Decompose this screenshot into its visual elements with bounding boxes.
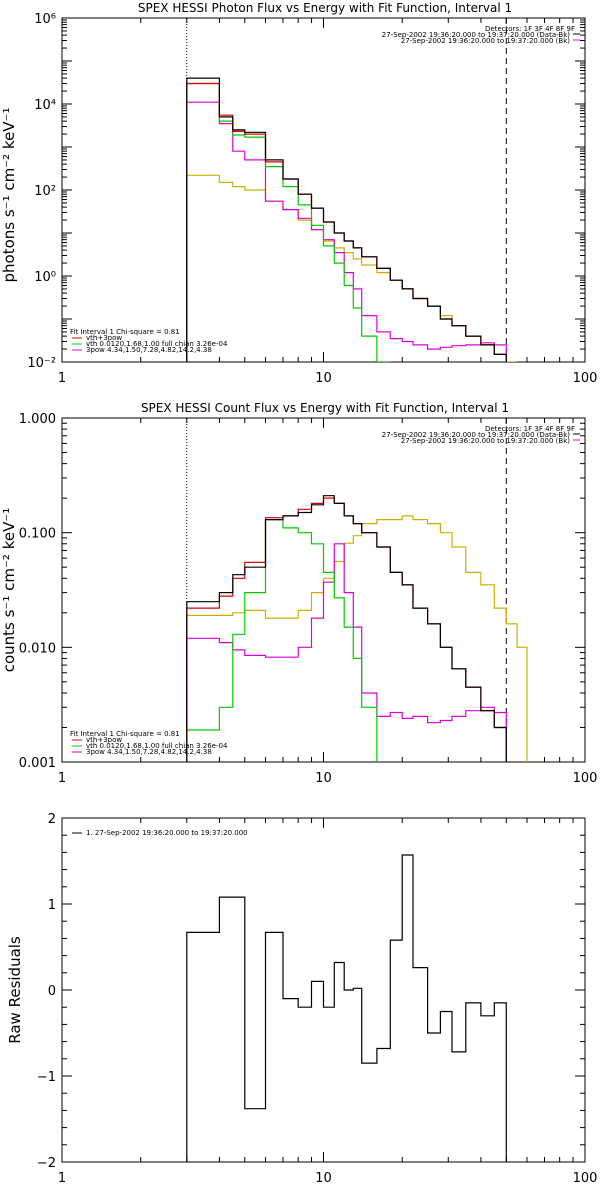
series-3pow: [186, 101, 507, 362]
legend-vth: vth 0.0120,1.68,1.00 full chian 3.26e-04: [86, 340, 228, 348]
x-tick-label: 10: [315, 771, 332, 786]
series-bk: [186, 515, 528, 762]
legend-data-bk: 27-Sep-2002 19:36:20.000 to 19:37:20.000…: [382, 431, 571, 439]
y-tick-label: −2: [37, 1156, 56, 1171]
y-tick-label: 2: [48, 812, 56, 827]
legend-3pow: 3pow 4.34,1.50,7.28,4.82,14.2,4.38: [86, 748, 212, 756]
series-vth-3pow: [186, 82, 507, 362]
y-tick-label: 0.010: [19, 641, 56, 656]
legend-residual-interval: 1. 27-Sep-2002 19:36:20.000 to 19:37:20.…: [86, 829, 248, 837]
y-tick-label: 0: [48, 984, 56, 999]
x-tick-label: 10: [315, 1171, 332, 1186]
legend-fit-info: Fit Interval 1 Chi-square = 0.81: [70, 730, 180, 738]
legend-bk: 27-Sep-2002 19:36:20.000 to 19:37:20.000…: [401, 437, 571, 445]
photon-flux-title: SPEX HESSI Photon Flux vs Energy with Fi…: [138, 1, 512, 15]
legend-vth3pow: vth+3pow: [86, 334, 122, 342]
residuals-ylabel: Raw Residuals: [6, 936, 24, 1044]
x-tick-label: 10: [315, 371, 332, 386]
count-flux-panel: SPEX HESSI Count Flux vs Energy with Fit…: [0, 401, 597, 786]
legend-data-bk: 27-Sep-2002 19:36:20.000 to 19:37:20.000…: [382, 31, 571, 39]
photon-flux-ylabel: photons s⁻¹ cm⁻² keV⁻¹: [0, 108, 18, 283]
y-tick-label: 0.100: [19, 527, 56, 542]
y-tick-label: −1: [37, 1070, 56, 1085]
legend-vth: vth 0.0120,1.68,1.00 full chian 3.26e-04: [86, 742, 228, 750]
y-tick-label: 10²: [34, 184, 56, 199]
x-tick-label: 1: [58, 771, 66, 786]
legend-bk: 27-Sep-2002 19:36:20.000 to 19:37:20.000…: [401, 37, 571, 45]
y-tick-label: 1.000: [19, 412, 56, 427]
count-flux-title: SPEX HESSI Count Flux vs Energy with Fit…: [141, 401, 509, 415]
y-tick-label: 0.001: [19, 756, 56, 771]
x-tick-label: 1: [58, 371, 66, 386]
series-vth-3pow: [186, 497, 507, 762]
series-1-27-sep-2002-19-36-20-000-to-19-37-20-000: [186, 854, 507, 1162]
legend-detectors: Detectors: 1F 3F 4F 8F 9F: [485, 425, 575, 433]
count-flux-ylabel: counts s⁻¹ cm⁻² keV⁻¹: [0, 508, 18, 673]
y-tick-label: 1: [48, 898, 56, 913]
legend-fit-info: Fit Interval 1 Chi-square = 0.81: [70, 328, 180, 336]
y-tick-label: 10⁶: [34, 12, 56, 27]
series-data-bk: [186, 77, 507, 362]
series-bk: [186, 174, 518, 362]
legend-detectors: Detectors: 1F 3F 4F 8F 9F: [485, 25, 575, 33]
legend-vth3pow: vth+3pow: [86, 736, 122, 744]
series-data-bk: [186, 495, 507, 762]
y-tick-label: 10⁰: [34, 270, 56, 285]
x-tick-label: 100: [573, 771, 598, 786]
x-tick-label: 100: [573, 1171, 598, 1186]
series-vth: [186, 519, 378, 762]
x-tick-label: 1: [58, 1171, 66, 1186]
series-vth: [186, 82, 391, 362]
photon-flux-panel: SPEX HESSI Photon Flux vs Energy with Fi…: [0, 1, 597, 386]
legend-3pow: 3pow 4.34,1.50,7.28,4.82,14.2,4.38: [86, 346, 212, 354]
x-tick-label: 100: [573, 371, 598, 386]
y-tick-label: 10⁴: [34, 98, 56, 113]
residuals-panel: Raw Residuals 1 10 100 −2 −1 0 1 2 1. 27-Sep-20…: [6, 812, 597, 1186]
y-tick-label: 10⁻²: [27, 356, 56, 371]
series-3pow: [186, 543, 507, 762]
